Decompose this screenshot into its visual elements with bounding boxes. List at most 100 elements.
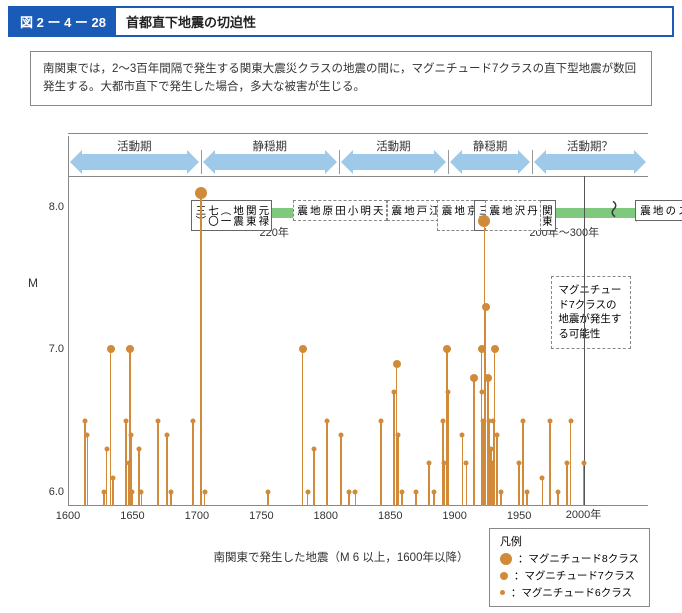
event-marker [85, 432, 90, 437]
event-marker [156, 418, 161, 423]
event-marker [299, 345, 307, 353]
x-tick: 1850 [378, 510, 402, 522]
event-marker [165, 432, 170, 437]
event-marker [136, 447, 141, 452]
legend-label: ：マグニチュード7クラス [514, 568, 635, 583]
stem [340, 435, 342, 506]
event-marker [491, 345, 499, 353]
stem [494, 349, 496, 506]
stem [192, 421, 194, 506]
period-top-border [68, 133, 648, 134]
stem [428, 463, 430, 506]
event-marker [414, 489, 419, 494]
x-tick: 1900 [442, 510, 466, 522]
event-marker [443, 345, 451, 353]
event-marker [111, 475, 116, 480]
stem [473, 378, 475, 506]
event-marker [191, 418, 196, 423]
event-marker [353, 489, 358, 494]
event-marker [393, 360, 401, 368]
stem [106, 449, 108, 506]
caption-box: 南関東では，2～3百年間隔で発生する関東大震災クラスの地震の間に，マグニチュード… [30, 51, 652, 106]
event-marker [564, 461, 569, 466]
y-axis-line [68, 136, 69, 506]
stem [313, 449, 315, 506]
event-marker [305, 489, 310, 494]
stem [302, 349, 304, 506]
stem [566, 463, 568, 506]
y-axis-label: M [28, 276, 38, 290]
scatter-chart: 6.07.08.01600165017001750180018501900195… [68, 136, 648, 506]
stem [570, 421, 572, 506]
legend-label: ：マグニチュード8クラス [518, 551, 639, 566]
stem [485, 307, 487, 506]
event-marker [426, 461, 431, 466]
event-marker [346, 489, 351, 494]
event-marker [464, 461, 469, 466]
legend-item: ：マグニチュード7クラス [500, 568, 639, 583]
stem [87, 435, 89, 506]
event-marker [446, 390, 451, 395]
y-tick: 8.0 [38, 201, 64, 213]
event-marker [460, 432, 465, 437]
x-tick: 1950 [507, 510, 531, 522]
stem [549, 421, 551, 506]
event-marker [82, 418, 87, 423]
event-marker [107, 345, 115, 353]
figure-title: 首都直下地震の切迫性 [116, 8, 266, 35]
event-marker [524, 489, 529, 494]
event-marker [495, 432, 500, 437]
x-axis-line [68, 505, 648, 506]
event-marker [139, 489, 144, 494]
x-tick: 1700 [185, 510, 209, 522]
stem [138, 449, 140, 506]
event-marker [195, 187, 207, 199]
event-marker [581, 461, 586, 466]
event-marker [517, 461, 522, 466]
event-marker [432, 489, 437, 494]
x-tick: 2000年 [566, 506, 601, 522]
y-tick: 6.0 [38, 486, 64, 498]
x-tick: 1800 [314, 510, 338, 522]
event-marker [325, 418, 330, 423]
event-marker [499, 489, 504, 494]
event-marker [169, 489, 174, 494]
legend-item: ：マグニチュード6クラス [500, 585, 639, 600]
stem [112, 478, 114, 506]
stem [466, 463, 468, 506]
event-marker [441, 418, 446, 423]
stem [326, 421, 328, 506]
figure-header: 図 2 ー 4 ー 28 首都直下地震の切迫性 [8, 6, 674, 37]
stem [518, 463, 520, 506]
legend-marker [500, 553, 512, 565]
legend-item: ：マグニチュード8クラス [500, 551, 639, 566]
event-marker [482, 303, 490, 311]
event-marker [470, 374, 478, 382]
event-marker [568, 418, 573, 423]
stem [542, 478, 544, 506]
legend: 凡例 ：マグニチュード8クラス：マグニチュード7クラス：マグニチュード6クラス [489, 528, 650, 607]
event-marker [399, 489, 404, 494]
stem [583, 463, 585, 506]
stem [110, 349, 112, 506]
x-tick: 1650 [120, 510, 144, 522]
stem [447, 392, 449, 506]
event-marker [395, 432, 400, 437]
event-marker [126, 345, 134, 353]
x-tick: 1600 [56, 510, 80, 522]
stem [496, 435, 498, 506]
event-marker [555, 489, 560, 494]
event-marker [312, 447, 317, 452]
event-marker [548, 418, 553, 423]
event-marker [104, 447, 109, 452]
event-marker [478, 215, 490, 227]
event-marker [379, 418, 384, 423]
event-marker [124, 418, 129, 423]
stem [200, 193, 202, 506]
stem [444, 463, 446, 506]
legend-marker [500, 590, 505, 595]
event-marker [484, 374, 492, 382]
legend-label: ：マグニチュード6クラス [511, 585, 632, 600]
x-tick: 1750 [249, 510, 273, 522]
event-marker [129, 432, 134, 437]
